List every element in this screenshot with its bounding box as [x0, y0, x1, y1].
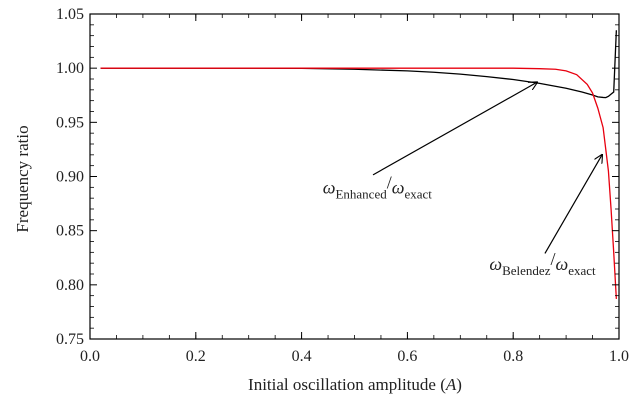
axes: 0.0 0.2 0.4 0.6 0.8 1.0 0.75 0.80 0.85 0.90 0.95 1.…: [56, 6, 629, 365]
y-tick-label: 0.90: [56, 169, 84, 186]
annotations: ωEnhanced/ωexact ωBelendez/ωexact: [323, 82, 602, 278]
annotation-label-1: ωBelendez/ωexact: [489, 249, 596, 278]
annotation-arrow: [372, 82, 537, 176]
y-tick-label: 0.95: [56, 114, 84, 131]
series-line-0: [100, 30, 618, 99]
x-tick-label: 0.8: [503, 348, 523, 365]
x-tick-label: 0.4: [292, 348, 312, 365]
y-tick-label: 1.00: [56, 60, 84, 77]
x-tick-label: 0.0: [80, 348, 100, 365]
y-axis-label: Frequency ratio: [13, 125, 32, 232]
y-tick-label: 0.75: [56, 331, 84, 348]
x-tick-label: 1.0: [609, 348, 629, 365]
annotation-arrow: [544, 155, 602, 254]
annotation-label-0: ωEnhanced/ωexact: [323, 172, 433, 201]
x-tick-label: 0.6: [397, 348, 417, 365]
x-tick-label: 0.2: [186, 348, 206, 365]
y-tick-label: 0.85: [56, 223, 84, 240]
series-line-1: [100, 67, 618, 299]
x-axis-label: Initial oscillation amplitude (A): [248, 375, 462, 394]
y-tick-label: 1.05: [56, 6, 84, 23]
plot-frame: [89, 13, 620, 340]
plot-area: [100, 30, 618, 299]
y-tick-label: 0.80: [56, 277, 84, 294]
